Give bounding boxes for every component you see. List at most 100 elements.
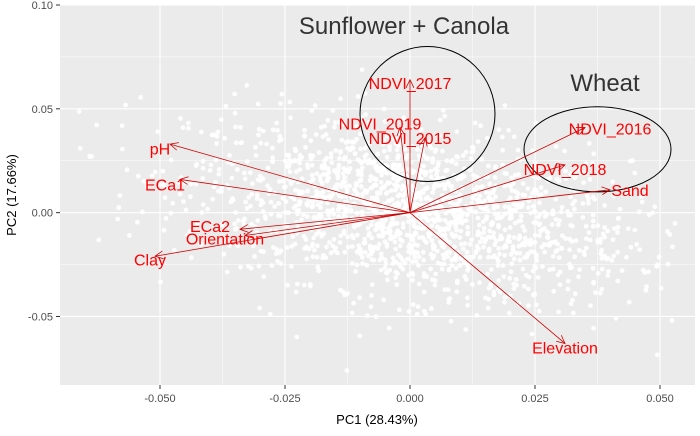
score-point: [152, 169, 158, 175]
score-point: [384, 241, 390, 247]
score-point: [646, 212, 652, 218]
score-point: [553, 196, 559, 202]
score-point: [216, 167, 222, 172]
score-point: [467, 258, 472, 263]
score-point: [258, 140, 264, 146]
score-point: [456, 174, 462, 180]
score-point: [270, 155, 276, 161]
score-point: [467, 241, 473, 247]
score-point: [406, 166, 412, 172]
score-point: [575, 166, 581, 172]
score-point: [421, 163, 426, 169]
score-point: [406, 272, 411, 278]
score-point: [340, 179, 346, 185]
score-point: [491, 230, 496, 236]
score-point: [529, 241, 534, 247]
score-point: [394, 147, 400, 153]
score-point: [276, 179, 282, 184]
score-point: [301, 282, 307, 288]
score-point: [310, 178, 315, 183]
score-point: [254, 196, 260, 202]
score-point: [551, 288, 556, 294]
score-point: [382, 162, 388, 168]
score-point: [429, 238, 435, 244]
score-point: [583, 223, 589, 229]
score-point: [568, 194, 574, 200]
score-point: [595, 271, 601, 276]
score-point: [422, 237, 427, 243]
score-point: [352, 151, 358, 157]
score-point: [416, 281, 422, 287]
score-point: [368, 304, 374, 310]
score-point: [214, 141, 220, 146]
score-point: [256, 263, 262, 269]
score-point: [425, 194, 430, 200]
score-point: [428, 174, 434, 180]
score-point: [359, 209, 365, 215]
score-point: [644, 284, 649, 289]
score-point: [277, 213, 283, 219]
score-point: [117, 193, 123, 198]
score-point: [540, 264, 545, 269]
score-point: [340, 121, 346, 127]
score-point: [532, 264, 538, 269]
score-point: [395, 193, 401, 199]
score-point: [309, 162, 315, 168]
score-point: [377, 190, 383, 196]
score-point: [419, 188, 425, 194]
score-point: [199, 210, 205, 216]
score-point: [637, 247, 642, 253]
score-point: [669, 318, 675, 323]
score-point: [410, 277, 415, 283]
score-point: [312, 103, 318, 108]
score-point: [642, 270, 648, 275]
score-point: [624, 254, 629, 260]
score-point: [362, 249, 368, 255]
score-point: [316, 268, 322, 274]
score-point: [386, 325, 392, 331]
score-point: [126, 233, 132, 238]
score-point: [639, 199, 645, 205]
loading-arrow: [409, 137, 426, 213]
score-point: [328, 250, 334, 256]
score-point: [581, 180, 587, 186]
score-point: [513, 277, 519, 282]
score-point: [522, 228, 527, 234]
score-point: [491, 235, 497, 240]
score-point: [120, 146, 125, 152]
score-point: [586, 230, 592, 236]
score-point: [526, 286, 531, 292]
score-point: [513, 203, 519, 209]
score-point: [253, 153, 259, 158]
score-point: [336, 165, 341, 171]
x-tick-label: 0.000: [396, 393, 424, 405]
score-point: [343, 184, 349, 189]
y-tick-label: 0.00: [32, 208, 53, 220]
score-point: [329, 160, 335, 166]
score-point: [465, 268, 471, 273]
score-point: [393, 275, 399, 281]
score-point: [219, 185, 225, 191]
score-point: [532, 291, 537, 297]
score-point: [261, 249, 266, 255]
score-point: [516, 236, 522, 242]
score-point: [385, 226, 391, 231]
score-point: [506, 127, 511, 133]
x-tick-label: 0.050: [646, 393, 674, 405]
score-point: [502, 204, 508, 210]
loading-label: Clay: [134, 252, 166, 269]
score-point: [518, 213, 524, 219]
score-point: [457, 263, 463, 268]
score-point: [282, 229, 288, 235]
score-point: [347, 166, 353, 171]
score-point: [316, 212, 322, 218]
loading-arrowhead: [556, 163, 566, 172]
score-point: [490, 221, 495, 227]
score-point: [627, 158, 633, 164]
loading-label: ECa1: [145, 178, 185, 195]
score-point: [308, 138, 314, 144]
score-point: [453, 265, 459, 271]
score-point: [493, 194, 498, 200]
score-point: [472, 120, 478, 126]
